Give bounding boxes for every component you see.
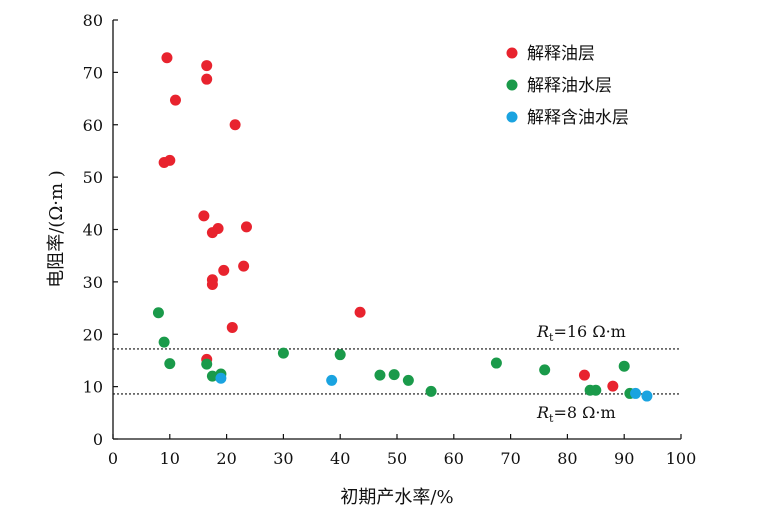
x-tick-label: 10 xyxy=(160,449,180,468)
data-point xyxy=(402,374,414,386)
y-tick-label: 70 xyxy=(83,63,103,82)
y-tick-label: 10 xyxy=(83,378,103,397)
data-point xyxy=(590,384,602,396)
data-point xyxy=(201,358,213,370)
x-tick-label: 30 xyxy=(273,449,293,468)
data-point xyxy=(354,306,366,318)
data-point xyxy=(618,360,630,372)
data-point xyxy=(161,52,173,64)
x-tick-label: 20 xyxy=(216,449,236,468)
reference-line-label: Rt=8 Ω·m xyxy=(536,403,616,425)
data-point xyxy=(201,60,213,72)
x-axis-title: 初期产水率/% xyxy=(340,487,453,508)
data-point xyxy=(630,387,642,399)
data-point xyxy=(198,210,210,222)
data-point xyxy=(169,94,181,106)
data-point xyxy=(240,221,252,233)
x-tick-label: 90 xyxy=(614,449,634,468)
data-point xyxy=(277,347,289,359)
data-point xyxy=(218,264,230,276)
data-point xyxy=(158,156,170,168)
data-points xyxy=(152,52,653,402)
data-point xyxy=(326,374,338,386)
legend-label: 解释油层 xyxy=(527,44,595,64)
y-tick-label: 20 xyxy=(83,325,103,344)
data-point xyxy=(607,380,619,392)
axis-ticks: 0 10 20 30 40 50 60 70 80 90 100 0 10 20 30 40 50 60 70 80 xyxy=(83,11,697,468)
x-tick-label: 60 xyxy=(444,449,464,468)
data-point xyxy=(206,278,218,290)
y-tick-label: 0 xyxy=(93,430,103,449)
legend-marker xyxy=(506,79,518,91)
data-point xyxy=(158,336,170,348)
data-point xyxy=(201,73,213,85)
y-tick-label: 30 xyxy=(83,273,103,292)
data-point xyxy=(152,307,164,319)
x-tick-label: 70 xyxy=(500,449,520,468)
x-tick-label: 50 xyxy=(387,449,407,468)
y-tick-label: 60 xyxy=(83,116,103,135)
x-tick-label: 0 xyxy=(108,449,118,468)
y-tick-label: 80 xyxy=(83,11,103,30)
y-tick-label: 40 xyxy=(83,221,103,240)
data-point xyxy=(164,358,176,370)
data-point xyxy=(388,369,400,381)
data-point xyxy=(229,119,241,131)
legend-label: 解释油水层 xyxy=(527,76,612,96)
data-point xyxy=(226,321,238,333)
x-tick-label: 100 xyxy=(666,449,697,468)
x-tick-label: 80 xyxy=(557,449,577,468)
legend-label: 解释含油水层 xyxy=(527,108,629,128)
data-point xyxy=(238,260,250,272)
y-axis-title: 电阻率/(Ω·m ) xyxy=(46,170,67,288)
x-tick-label: 40 xyxy=(330,449,350,468)
data-point xyxy=(425,385,437,397)
data-point xyxy=(539,364,551,376)
data-point xyxy=(374,369,386,381)
legend-marker xyxy=(506,47,518,59)
data-point xyxy=(641,390,653,402)
reference-lines: Rt=16 Ω·m Rt=8 Ω·m xyxy=(113,322,681,425)
data-point xyxy=(490,357,502,369)
data-point xyxy=(206,227,218,239)
data-point xyxy=(206,370,218,382)
data-point xyxy=(334,349,346,361)
data-point xyxy=(578,369,590,381)
reference-line-label: Rt=16 Ω·m xyxy=(536,322,626,344)
legend-marker xyxy=(506,111,518,123)
data-point xyxy=(215,372,227,384)
y-tick-label: 50 xyxy=(83,168,103,187)
